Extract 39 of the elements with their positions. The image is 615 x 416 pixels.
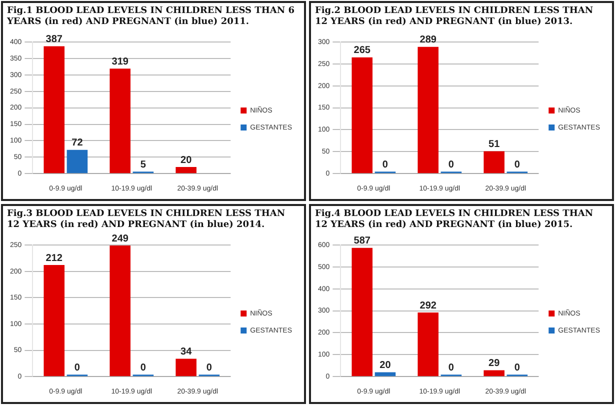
bar: [44, 46, 65, 174]
bar: [352, 57, 373, 174]
bar: [66, 150, 88, 174]
bar: [374, 372, 396, 376]
chart-title: Fig.2 BLOOD LEAD LEVELS IN CHILDREN LESS THAN 12 YEARS (in red) AND PREGNANT (in blue) 2013.: [315, 6, 594, 29]
bar: [44, 265, 65, 376]
data-label: 51: [488, 138, 500, 150]
bar: [484, 370, 504, 376]
data-label: 587: [354, 236, 371, 247]
data-label: 29: [488, 358, 500, 369]
bar: [110, 68, 130, 174]
data-label: 0: [140, 362, 146, 374]
data-label: 0: [448, 159, 454, 170]
data-label: 212: [46, 252, 63, 264]
data-label: 20: [380, 360, 392, 371]
chart-title: Fig.4 BLOOD LEAD LEVELS IN CHILDREN LESS THAN 12 YEARS (in red) AND PREGNANT (in blue) 2015.: [315, 209, 594, 232]
bar: [110, 246, 130, 376]
bar: [176, 167, 196, 174]
data-label: 0: [74, 362, 80, 374]
data-label: 72: [72, 138, 84, 149]
data-label: 0: [448, 362, 454, 374]
data-label: 0: [382, 159, 388, 170]
data-label: 5: [140, 159, 146, 170]
bar: [418, 46, 438, 174]
data-label: 292: [420, 300, 437, 312]
bar: [418, 312, 438, 376]
data-label: 249: [112, 233, 129, 244]
chart-title: Fig.3 BLOOD LEAD LEVELS IN CHILDREN LESS THAN 12 YEARS (in red) AND PREGNANT (in blue) 2014.: [7, 209, 286, 232]
data-label: 0: [206, 362, 212, 374]
data-label: 0: [514, 159, 520, 170]
data-label: 265: [354, 45, 371, 56]
chart-title: Fig.1 BLOOD LEAD LEVELS IN CHILDREN LESS THAN 6 YEARS (in red) AND PREGNANT (in blue) 2011.: [7, 6, 296, 29]
data-label: 20: [180, 154, 192, 166]
data-label: 34: [180, 346, 192, 358]
data-label: 387: [46, 34, 63, 46]
bar: [352, 248, 373, 376]
data-label: 0: [514, 362, 520, 374]
data-label: 289: [420, 34, 437, 46]
data-label: 319: [112, 56, 129, 68]
